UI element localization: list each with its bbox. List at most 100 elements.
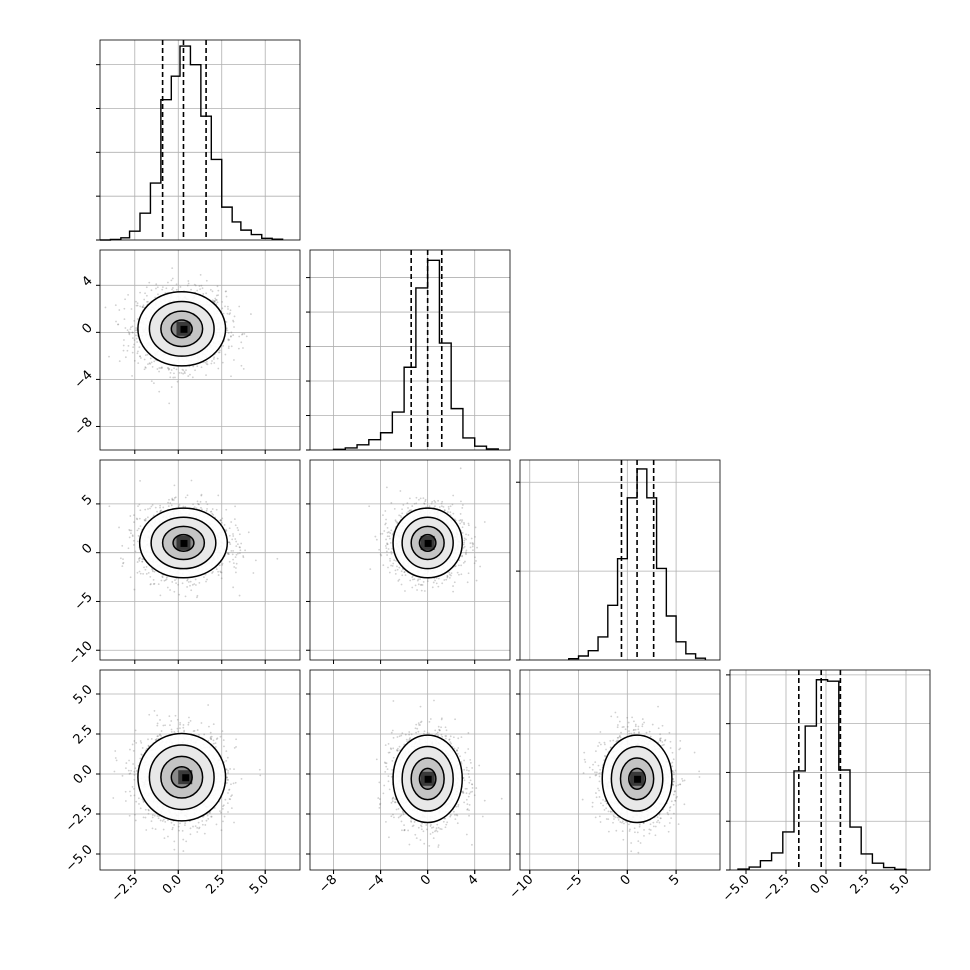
sample-point [178,371,181,374]
sample-point [225,290,227,293]
sample-point [197,502,199,505]
sample-point [108,505,111,508]
sample-point [238,552,241,555]
sample-point [217,494,220,497]
sample-point [122,349,125,352]
sample-point [221,307,224,310]
sample-point [205,580,207,583]
sample-point [131,534,134,537]
sample-point [149,362,152,365]
sample-point [208,812,211,814]
sample-point [128,332,131,335]
sample-point [226,327,228,330]
sample-point [159,506,161,509]
sample-point [141,747,144,749]
sample-point [182,505,185,508]
sample-point [137,350,139,353]
sample-point [234,538,237,540]
sample-point [185,840,188,843]
sample-point [213,300,215,303]
sample-point [227,338,230,341]
sample-point [147,808,150,811]
sample-point [242,367,245,370]
sample-point [191,376,194,379]
sample-point [220,577,223,580]
sample-point [142,306,145,309]
sample-point [225,530,228,532]
sample-point [133,521,135,523]
sample-point [173,590,176,593]
histogram-bar-2 [357,445,369,450]
sample-point [170,369,173,371]
sample-point [147,300,149,303]
sample-point [196,729,199,731]
sample-point [121,774,124,777]
sample-point [126,329,129,332]
sample-point [215,823,218,826]
histogram-bar-3 [369,440,381,450]
sample-point [220,522,223,524]
sample-point [188,716,190,719]
sample-point [232,558,234,561]
density-layer [108,479,279,599]
contour-line-0 [137,291,227,367]
sample-point [154,296,157,299]
sample-point [182,850,185,852]
sample-point [229,335,232,338]
sample-point [220,829,223,832]
sample-point [127,293,130,296]
sample-point [161,576,164,579]
histogram-panel-3 [726,669,931,871]
sample-point [237,552,239,555]
scatter-panel-1-0 [96,249,301,454]
sample-point [232,535,235,537]
sample-point [130,529,133,532]
sample-point [147,809,150,812]
sample-point [148,713,151,716]
sample-point [133,773,136,776]
sample-point [193,729,196,732]
sample-point [133,794,136,797]
sample-point [209,288,212,291]
sample-point [159,510,162,513]
sample-point [205,819,208,822]
sample-point [179,286,182,288]
sample-point [153,360,156,363]
sample-point [190,479,193,482]
sample-point [173,497,176,499]
sample-point [147,738,149,741]
sample-point [169,724,171,727]
histogram-bar-15 [251,235,261,240]
sample-point [159,367,162,369]
sample-point [176,727,179,730]
sample-point [219,349,221,352]
sample-point [213,362,216,364]
sample-point [206,503,209,506]
sample-point [169,502,172,504]
sample-point [137,527,140,530]
sample-point [165,287,168,290]
sample-point [133,343,135,346]
sample-point [167,501,169,504]
sample-point [174,579,176,581]
sample-point [216,285,219,288]
sample-point [133,319,136,322]
sample-point [128,814,131,817]
sample-point [135,741,138,744]
sample-point [160,367,163,369]
sample-point [161,288,164,291]
histogram-bar-6 [404,367,416,450]
sample-point [175,582,177,585]
sample-point [199,274,202,276]
sample-point [240,777,243,780]
sample-point [139,355,141,358]
sample-point [137,505,139,508]
sample-point [174,714,177,717]
sample-point [123,307,126,310]
sample-point [127,769,130,772]
sample-point [148,281,151,284]
panel-frame [309,249,511,451]
sample-point [168,368,171,370]
sample-point [220,811,222,814]
sample-point [118,309,121,311]
